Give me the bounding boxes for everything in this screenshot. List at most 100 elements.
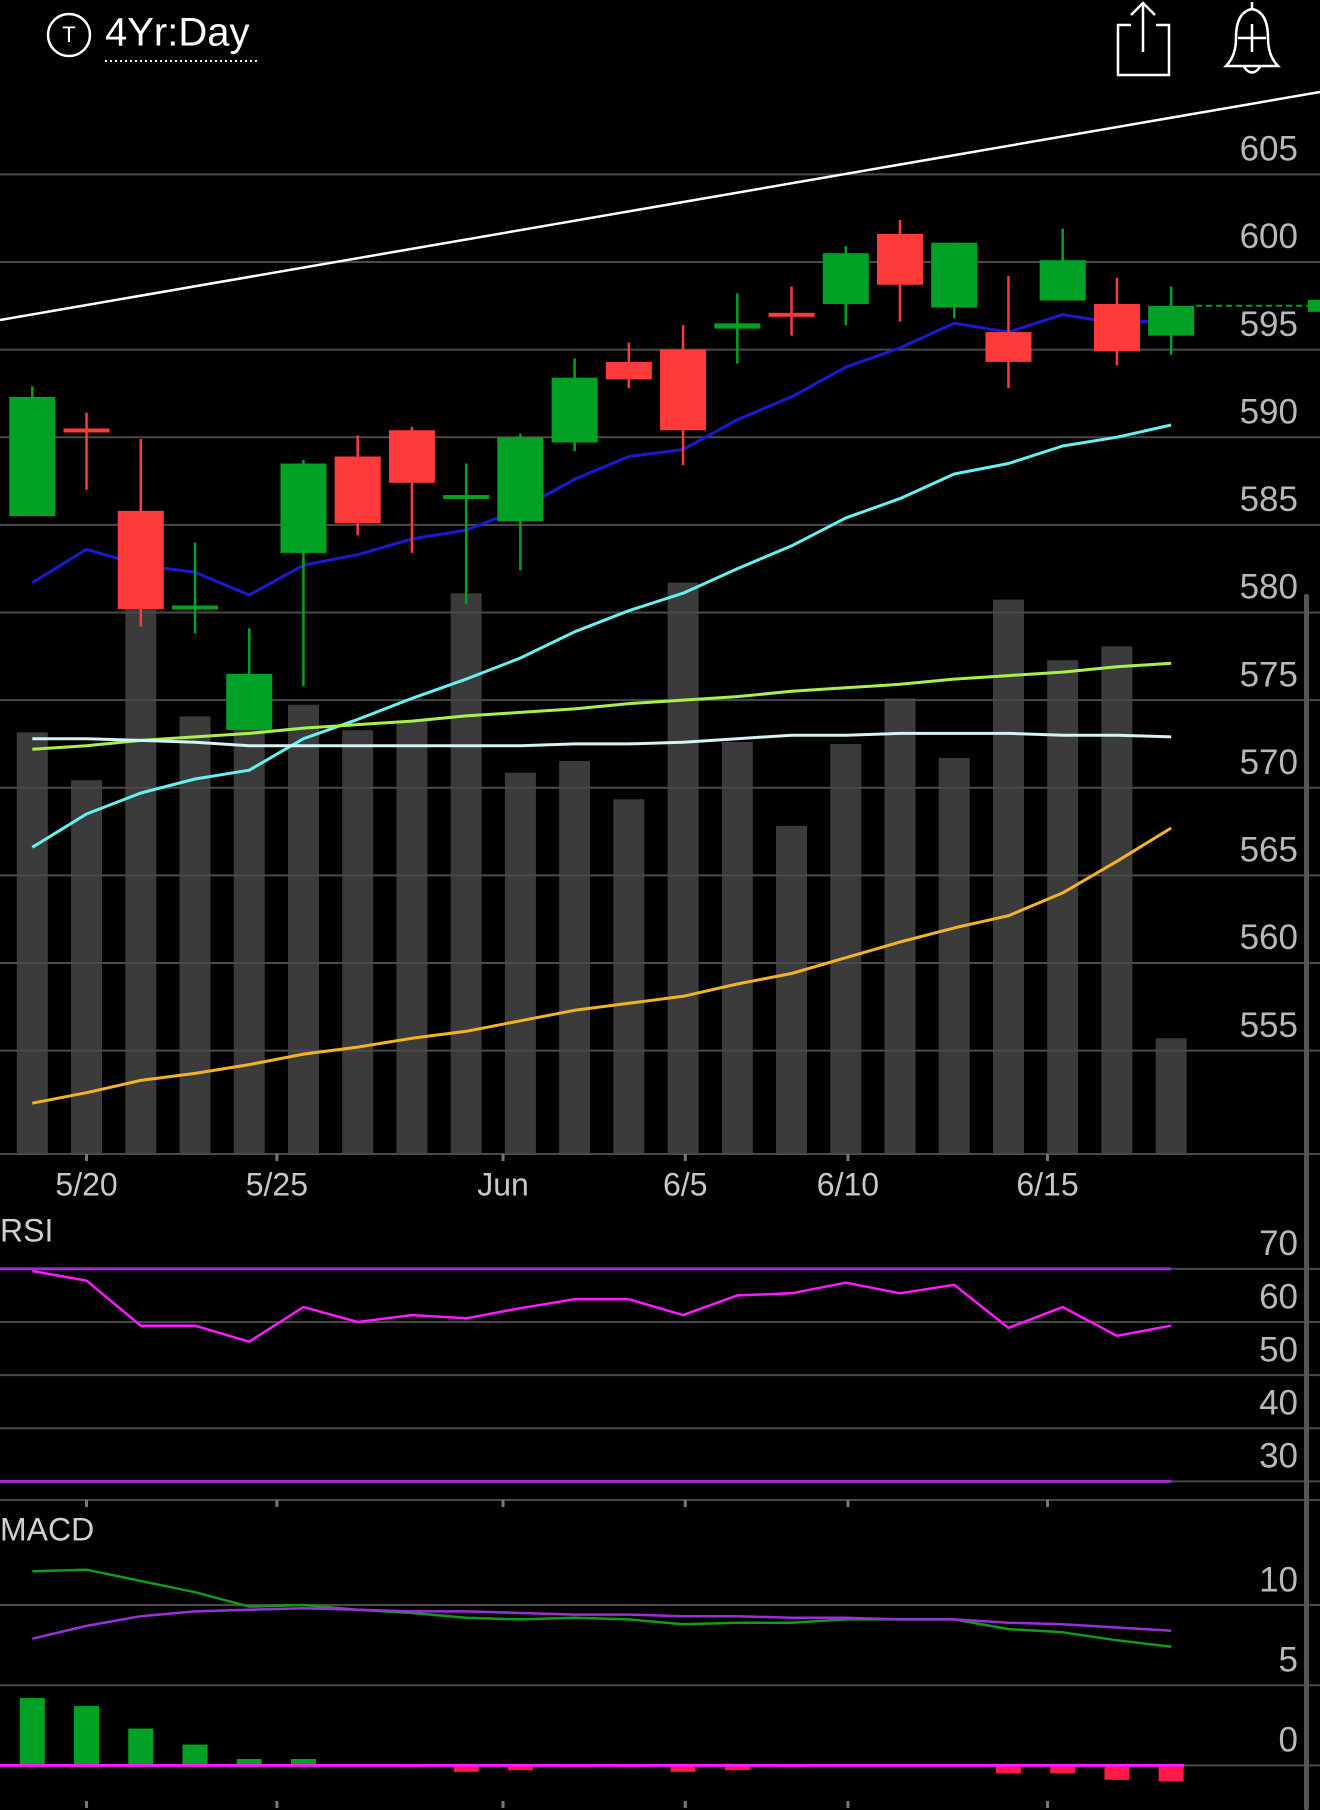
y-tick-label: 60 <box>1259 1277 1298 1316</box>
share-box <box>1116 23 1171 77</box>
histogram-bar <box>19 1698 45 1766</box>
volume-bar <box>450 593 482 1154</box>
moving-average <box>32 661 1172 751</box>
volume-bar <box>613 799 645 1154</box>
histogram-bar <box>74 1706 100 1766</box>
histogram-bar <box>453 1765 479 1772</box>
candle-body <box>985 332 1032 362</box>
y-tick-label: 40 <box>1259 1384 1298 1423</box>
volume-bar <box>71 780 103 1154</box>
volume-bar <box>125 562 157 1154</box>
volume-bar <box>992 599 1024 1154</box>
candle-body <box>443 495 490 500</box>
candle-body <box>931 242 978 308</box>
alert-button[interactable] <box>1222 2 1282 74</box>
x-tick-label: 5/25 <box>246 1166 308 1202</box>
histogram-bar <box>182 1744 208 1766</box>
candle-body <box>9 396 56 517</box>
candle-body <box>334 456 381 524</box>
volume-bar <box>721 741 753 1154</box>
histogram-bar <box>724 1765 750 1771</box>
volume-bar <box>830 744 862 1154</box>
y-tick-label: 555 <box>1240 1006 1298 1045</box>
y-tick-label: 570 <box>1240 743 1298 782</box>
histogram-bar <box>1158 1765 1184 1782</box>
histogram-bar <box>507 1765 533 1771</box>
moving-average <box>32 731 1172 748</box>
candle-body <box>605 361 652 380</box>
histogram-bar <box>290 1758 316 1766</box>
y-tick-label: 580 <box>1240 568 1298 607</box>
badge-circle <box>46 12 92 58</box>
candle-body <box>551 377 598 443</box>
y-tick-label: 10 <box>1259 1560 1298 1599</box>
candle-body <box>497 437 544 522</box>
y-tick-label: 0 <box>1279 1721 1298 1760</box>
macd-line <box>32 1568 1172 1648</box>
candle-body <box>768 312 815 317</box>
x-tick-label: 6/15 <box>1016 1166 1078 1202</box>
volume-bar <box>1047 660 1079 1154</box>
candle-body <box>1148 305 1195 336</box>
candle-body <box>822 253 869 305</box>
x-tick-label: 5/20 <box>55 1166 117 1202</box>
candle-body <box>877 233 923 285</box>
candle-body <box>660 349 707 431</box>
volume-bar <box>559 761 591 1154</box>
bell <box>1222 7 1282 68</box>
y-tick-label: 585 <box>1240 480 1298 519</box>
y-tick-label: 590 <box>1240 392 1298 431</box>
timeframe-selector[interactable]: 4Yr:Day <box>105 11 250 55</box>
x-tick-label: 6/5 <box>663 1166 707 1202</box>
share-arrow <box>1130 1 1156 52</box>
volume-bar <box>16 732 48 1154</box>
plus <box>1238 24 1266 52</box>
volume-bar <box>667 582 699 1154</box>
histogram-bar <box>670 1765 696 1772</box>
y-tick-label: 565 <box>1240 831 1298 870</box>
volume-bar <box>179 716 211 1154</box>
volume-bar <box>1155 1038 1187 1154</box>
moving-average <box>32 826 1172 1105</box>
histogram-bar <box>1104 1765 1130 1780</box>
candle-body <box>226 673 273 730</box>
badge: T <box>62 22 75 47</box>
histogram-bar <box>128 1728 154 1766</box>
candle-body <box>388 430 435 483</box>
scrollbar <box>1304 594 1309 1810</box>
y-tick-label: 50 <box>1259 1330 1298 1369</box>
candle-body <box>1093 304 1140 352</box>
candle-body <box>172 605 218 610</box>
panel-title: MACD <box>0 1511 94 1547</box>
y-tick-label: 600 <box>1240 217 1298 256</box>
volume-bar <box>1101 646 1133 1154</box>
y-tick-label: 30 <box>1259 1437 1298 1476</box>
y-tick-label: 595 <box>1240 305 1298 344</box>
volume-bar <box>233 689 265 1154</box>
histogram-bar <box>995 1765 1021 1774</box>
trendline <box>0 90 1320 322</box>
bell-clapper <box>1242 66 1262 74</box>
volume-bar <box>287 704 319 1154</box>
volume-bar <box>396 720 428 1154</box>
y-tick-label: 605 <box>1240 130 1298 169</box>
volume-bar <box>776 825 808 1154</box>
candle-body <box>1039 260 1086 301</box>
candle-body <box>714 323 761 329</box>
panel-title: RSI <box>0 1212 53 1248</box>
volume-bar <box>884 698 916 1154</box>
histogram-bar <box>1050 1765 1076 1774</box>
top-bar: T 4Yr:Day <box>46 1 1282 77</box>
share-button[interactable] <box>1116 1 1171 77</box>
histogram-bar <box>236 1758 262 1766</box>
x-tick-label: 6/10 <box>817 1166 879 1202</box>
y-tick-label: 70 <box>1259 1224 1298 1263</box>
candle-body <box>63 428 110 433</box>
y-tick-label: 5 <box>1279 1640 1298 1679</box>
last-price-marker <box>1308 299 1320 312</box>
moving-average <box>31 423 1172 849</box>
candle-body <box>117 510 164 609</box>
